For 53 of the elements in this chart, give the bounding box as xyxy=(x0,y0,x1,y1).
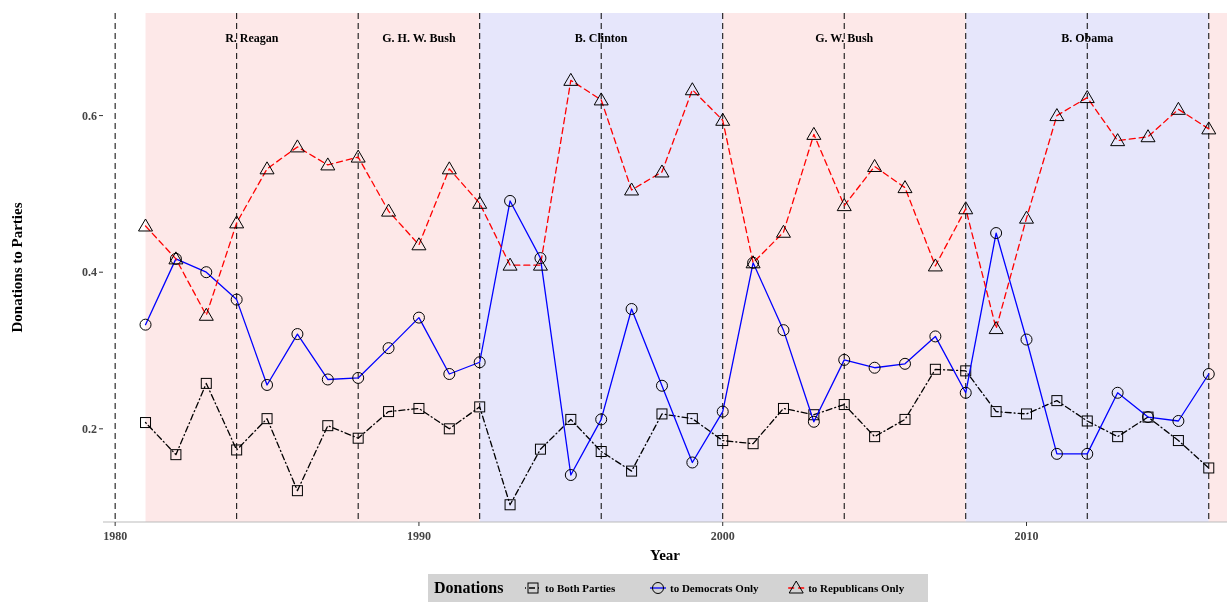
point xyxy=(291,485,303,497)
point xyxy=(140,417,152,429)
point xyxy=(747,438,759,450)
y-tick-label: 0.4 xyxy=(82,265,97,280)
x-tick-label: 1980 xyxy=(103,529,128,543)
point xyxy=(413,402,425,414)
point xyxy=(352,432,364,444)
legend-label: to Democrats Only xyxy=(670,582,760,594)
point xyxy=(1081,415,1093,427)
point xyxy=(261,413,273,425)
band-label: G. H. W. Bush xyxy=(382,31,456,45)
point xyxy=(626,465,638,477)
point xyxy=(170,449,182,461)
y-tick-label: 0.2 xyxy=(82,422,97,437)
point xyxy=(231,444,243,456)
point xyxy=(777,402,789,414)
band-label: G. W. Bush xyxy=(815,31,874,45)
point xyxy=(504,499,516,511)
x-axis-title: Year xyxy=(650,547,681,563)
point xyxy=(1172,435,1184,447)
point xyxy=(534,443,546,455)
point xyxy=(474,401,486,413)
point xyxy=(565,413,577,425)
point xyxy=(443,423,455,435)
point xyxy=(990,406,1002,418)
x-tick-label: 2010 xyxy=(1014,529,1039,543)
point xyxy=(838,399,850,411)
point xyxy=(929,363,941,375)
x-tick-label: 2000 xyxy=(710,529,735,543)
point xyxy=(1021,408,1032,420)
point xyxy=(595,446,607,458)
point xyxy=(200,377,212,389)
point xyxy=(656,408,668,420)
band-label: B. Obama xyxy=(1061,31,1114,45)
point xyxy=(899,413,911,425)
point xyxy=(686,413,698,425)
point xyxy=(808,409,820,421)
point xyxy=(383,406,395,418)
point xyxy=(869,431,881,443)
legend-label: to Both Parties xyxy=(545,582,616,594)
legend-label: to Republicans Only xyxy=(808,582,905,594)
point xyxy=(322,420,334,432)
y-tick-label: 0.6 xyxy=(82,108,97,123)
y-axis-title: Donations to Parties xyxy=(9,202,25,333)
point xyxy=(1051,395,1063,407)
band-label: R. Reagan xyxy=(225,31,279,45)
point xyxy=(960,365,972,377)
band-label: B. Clinton xyxy=(574,31,628,45)
legend-title: Donations xyxy=(434,579,504,596)
x-tick-label: 1990 xyxy=(406,529,431,543)
point xyxy=(717,435,729,447)
point xyxy=(1203,462,1215,474)
point xyxy=(1112,431,1124,443)
